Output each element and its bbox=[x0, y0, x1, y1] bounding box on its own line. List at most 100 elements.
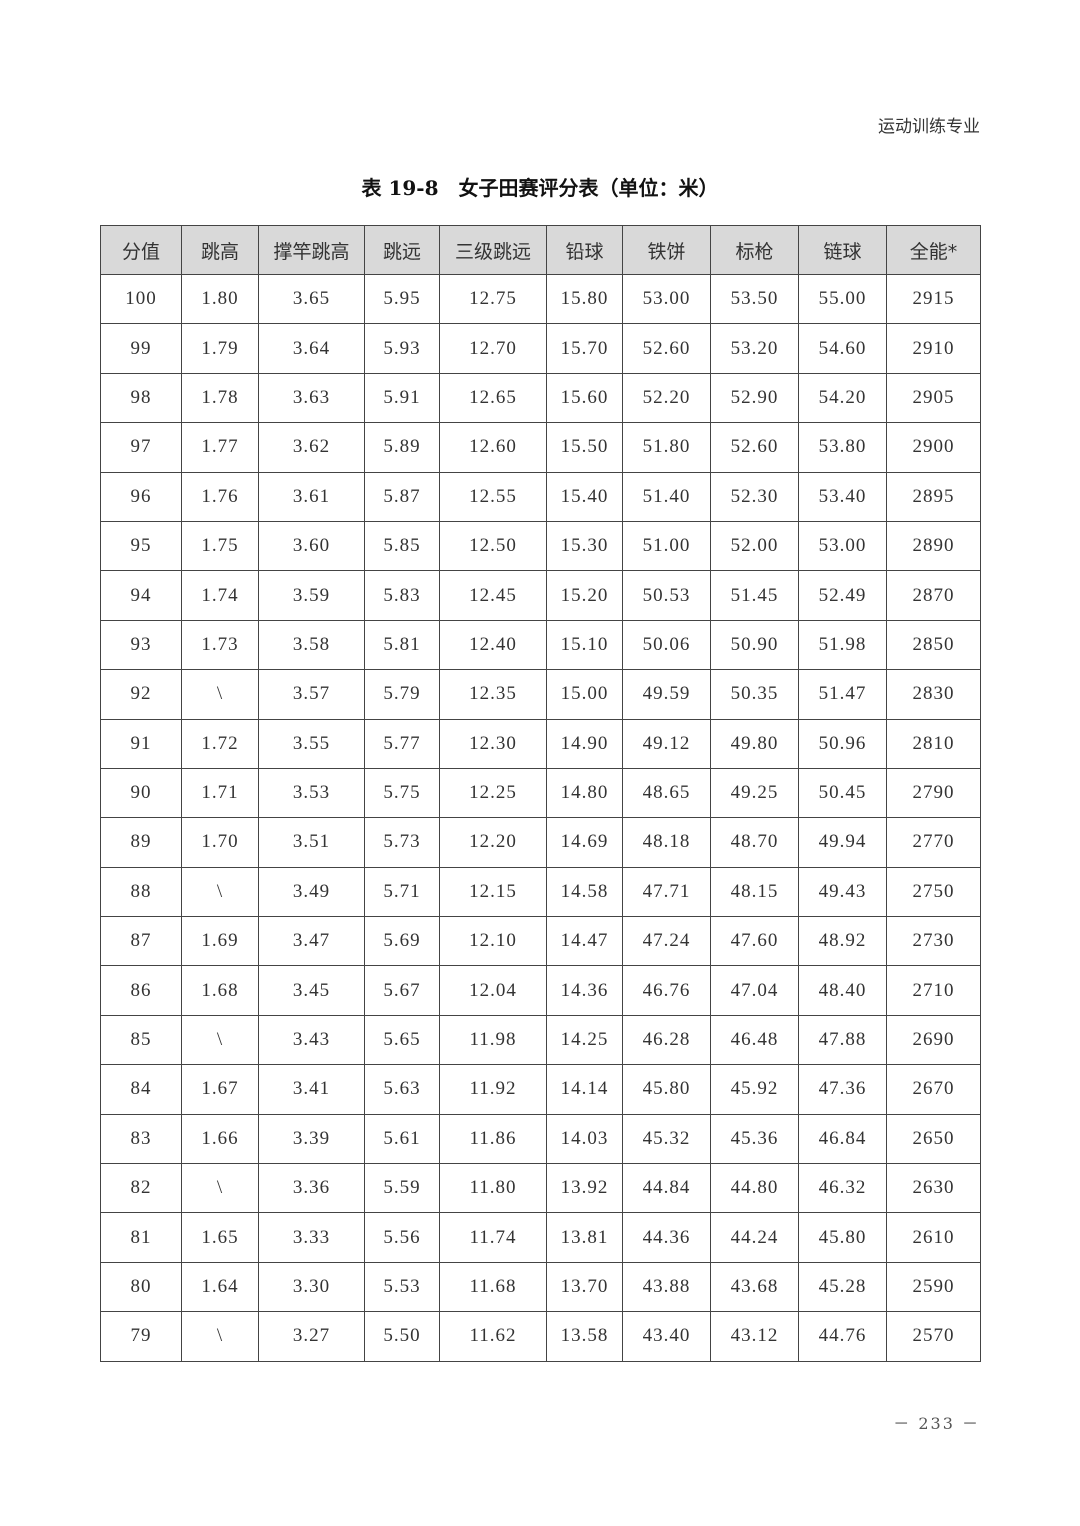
table-cell: 49.59 bbox=[622, 669, 711, 720]
table-cell: 2710 bbox=[886, 965, 981, 1016]
table-cell: 3.57 bbox=[258, 669, 365, 720]
table-cell: 3.39 bbox=[258, 1113, 365, 1165]
table-cell: 48.70 bbox=[710, 817, 799, 868]
table-cell: 86 bbox=[100, 965, 182, 1016]
table-cell: 93 bbox=[100, 619, 182, 671]
table-cell: 85 bbox=[100, 1014, 182, 1066]
table-cell: 1.68 bbox=[181, 965, 259, 1016]
table-cell: 5.50 bbox=[364, 1311, 440, 1362]
table-row: 83 1.66 3.39 5.61 11.86 14.03 45.32 45.36 46.84 2… bbox=[100, 1113, 981, 1165]
table-cell: 82 bbox=[100, 1163, 182, 1214]
table-cell: 14.14 bbox=[546, 1064, 623, 1115]
table-cell: 84 bbox=[100, 1064, 182, 1115]
table-cell: 12.20 bbox=[439, 817, 547, 868]
table-cell: \ bbox=[181, 669, 259, 720]
table-cell: 1.71 bbox=[181, 767, 259, 819]
table-cell: 3.33 bbox=[258, 1212, 365, 1263]
table-cell: 47.24 bbox=[622, 916, 711, 967]
table-cell: 50.45 bbox=[798, 767, 887, 819]
table-cell: 1.69 bbox=[181, 916, 259, 967]
table-row: 79 \ 3.27 5.50 11.62 13.58 43.40 43.12 44.76 2570 bbox=[100, 1311, 981, 1362]
table-cell: 2790 bbox=[886, 767, 981, 819]
table-cell: 92 bbox=[100, 669, 182, 720]
table-cell: 1.79 bbox=[181, 323, 259, 374]
table-cell: 5.73 bbox=[364, 817, 440, 868]
table-cell: 48.65 bbox=[622, 767, 711, 819]
table-cell: 5.85 bbox=[364, 520, 440, 572]
table-cell: 50.90 bbox=[710, 619, 799, 671]
table-cell: 12.65 bbox=[439, 372, 547, 424]
table-cell: 88 bbox=[100, 866, 182, 918]
table-cell: 52.49 bbox=[798, 570, 887, 621]
table-cell: 5.59 bbox=[364, 1163, 440, 1214]
table-cell: 50.06 bbox=[622, 619, 711, 671]
table-cell: 11.62 bbox=[439, 1311, 547, 1362]
table-cell: 3.62 bbox=[258, 422, 365, 473]
table-cell: 79 bbox=[100, 1311, 182, 1362]
table-row: 85 \ 3.43 5.65 11.98 14.25 46.28 46.48 47.88 2690 bbox=[100, 1014, 981, 1066]
table-cell: 3.30 bbox=[258, 1261, 365, 1313]
table-cell: 3.36 bbox=[258, 1163, 365, 1214]
table-cell: 83 bbox=[100, 1113, 182, 1165]
table-cell: 5.61 bbox=[364, 1113, 440, 1165]
table-cell: 3.45 bbox=[258, 965, 365, 1016]
table-cell: 46.28 bbox=[622, 1014, 711, 1066]
table-cell: 11.80 bbox=[439, 1163, 547, 1214]
table-cell: 14.25 bbox=[546, 1014, 623, 1066]
table-cell: 2900 bbox=[886, 422, 981, 473]
table-cell: 100 bbox=[100, 273, 182, 325]
table-cell: 53.20 bbox=[710, 323, 799, 374]
table-cell: 98 bbox=[100, 372, 182, 424]
table-cell: 5.75 bbox=[364, 767, 440, 819]
table-cell: 43.12 bbox=[710, 1311, 799, 1362]
table-cell: 53.80 bbox=[798, 422, 887, 473]
table-cell: 47.71 bbox=[622, 866, 711, 918]
table-cell: 2730 bbox=[886, 916, 981, 967]
table-cell: 12.40 bbox=[439, 619, 547, 671]
table-cell: 13.58 bbox=[546, 1311, 623, 1362]
table-cell: 13.70 bbox=[546, 1261, 623, 1313]
table-cell: 1.72 bbox=[181, 718, 259, 769]
table-cell: 48.92 bbox=[798, 916, 887, 967]
table-cell: 49.25 bbox=[710, 767, 799, 819]
table-cell: 52.60 bbox=[710, 422, 799, 473]
table-cell: 14.36 bbox=[546, 965, 623, 1016]
table-cell: 5.91 bbox=[364, 372, 440, 424]
table-cell: 12.25 bbox=[439, 767, 547, 819]
column-header: 跳远 bbox=[364, 225, 440, 275]
table-cell: 51.98 bbox=[798, 619, 887, 671]
table-cell: 1.80 bbox=[181, 273, 259, 325]
table-cell: 3.51 bbox=[258, 817, 365, 868]
table-cell: 43.88 bbox=[622, 1261, 711, 1313]
column-header: 跳高 bbox=[181, 225, 259, 275]
table-cell: 5.81 bbox=[364, 619, 440, 671]
table-cell: 47.04 bbox=[710, 965, 799, 1016]
table-cell: 3.49 bbox=[258, 866, 365, 918]
table-header-row: 分值 跳高 撑竿跳高 跳远 三级跳远 铅球 铁饼 标枪 链球 全能* bbox=[100, 225, 981, 275]
table-cell: 5.56 bbox=[364, 1212, 440, 1263]
table-cell: 2590 bbox=[886, 1261, 981, 1313]
table-cell: 5.79 bbox=[364, 669, 440, 720]
table-cell: 12.04 bbox=[439, 965, 547, 1016]
table-cell: 2915 bbox=[886, 273, 981, 325]
table-cell: 55.00 bbox=[798, 273, 887, 325]
table-cell: 12.50 bbox=[439, 520, 547, 572]
table-cell: \ bbox=[181, 866, 259, 918]
table-cell: 1.76 bbox=[181, 471, 259, 522]
table-cell: 2850 bbox=[886, 619, 981, 671]
table-cell: 3.43 bbox=[258, 1014, 365, 1066]
table-cell: 48.18 bbox=[622, 817, 711, 868]
table-cell: 11.74 bbox=[439, 1212, 547, 1263]
scoring-table: 分值 跳高 撑竿跳高 跳远 三级跳远 铅球 铁饼 标枪 链球 全能* 100 1.80 3.65 5.9… bbox=[100, 225, 981, 1362]
table-cell: 46.48 bbox=[710, 1014, 799, 1066]
table-cell: 2810 bbox=[886, 718, 981, 769]
table-cell: 49.94 bbox=[798, 817, 887, 868]
table-cell: 48.40 bbox=[798, 965, 887, 1016]
table-cell: 1.77 bbox=[181, 422, 259, 473]
table-cell: 11.92 bbox=[439, 1064, 547, 1115]
table-cell: 11.86 bbox=[439, 1113, 547, 1165]
table-row: 100 1.80 3.65 5.95 12.75 15.80 53.00 53.50 55.00… bbox=[100, 273, 981, 325]
table-cell: 3.55 bbox=[258, 718, 365, 769]
table-cell: 14.58 bbox=[546, 866, 623, 918]
table-cell: 45.36 bbox=[710, 1113, 799, 1165]
